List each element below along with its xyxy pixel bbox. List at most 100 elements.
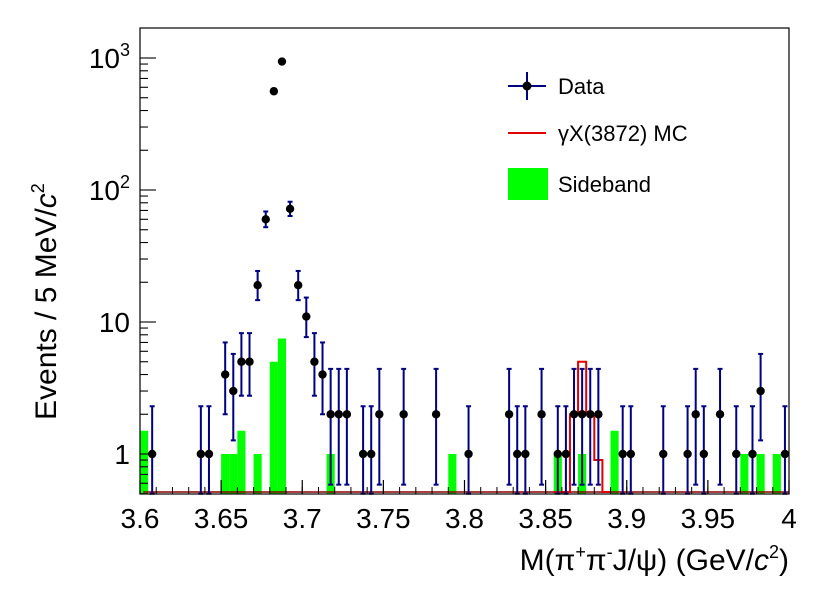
data-point-22 <box>399 410 408 419</box>
y-axis-title: Events / 5 MeV/c2 <box>28 183 63 420</box>
sideband-bar-0 <box>140 430 149 494</box>
y-tick-exp-3: 3 <box>120 40 130 60</box>
data-point-40 <box>699 449 709 459</box>
sideband-bar-1 <box>221 454 230 494</box>
sideband-bar-14 <box>772 454 781 494</box>
data-point-29 <box>553 449 562 459</box>
data-point-17 <box>334 410 343 419</box>
y-tick-base-3: 10 <box>89 43 120 74</box>
legend-label-data: Data <box>558 74 605 99</box>
data-point-27 <box>521 449 530 459</box>
data-point-38 <box>683 449 692 459</box>
data-point-15 <box>318 370 327 379</box>
data-point-12 <box>293 281 303 290</box>
sideband-bar-4 <box>253 454 262 494</box>
x-title-pi2: π <box>586 544 607 577</box>
y-tick-base-2: 10 <box>89 175 120 206</box>
x-title-close: ) <box>779 544 789 577</box>
data-point-41 <box>715 410 725 419</box>
x-tick-label-4: 3.8 <box>445 503 484 534</box>
data-point-14 <box>310 357 319 366</box>
x-tick-label-3: 3.75 <box>356 503 411 534</box>
data-point-3 <box>220 370 230 379</box>
data-point-23 <box>431 410 441 419</box>
data-point-8 <box>261 215 270 224</box>
y-tick-label-0: 1 <box>114 439 130 470</box>
data-point-32 <box>577 410 587 419</box>
data-point-7 <box>253 281 262 290</box>
data-point-16 <box>326 410 335 419</box>
x-tick-label-5: 3.85 <box>518 503 573 534</box>
mc-step-line <box>553 360 611 493</box>
data-point-24 <box>464 449 473 459</box>
legend-sideband-swatch <box>508 168 548 200</box>
x-tick-label-0: 3.6 <box>121 503 160 534</box>
x-title-jpsi: J/ψ) (GeV/ <box>613 544 755 577</box>
data-point-10 <box>277 57 287 66</box>
sideband-bar-5 <box>269 361 278 494</box>
legend-label-mc: γX(3872) MC <box>558 121 688 146</box>
data-point-35 <box>618 449 627 459</box>
data-point-36 <box>626 449 636 459</box>
x-tick-label-2: 3.7 <box>283 503 322 534</box>
data-point-5 <box>237 357 246 366</box>
data-point-31 <box>569 410 579 419</box>
data-point-45 <box>780 449 790 459</box>
data-point-39 <box>691 410 700 419</box>
legend-entry-mc: γX(3872) MC <box>508 121 688 146</box>
legend-data-marker <box>522 81 532 91</box>
data-point-6 <box>245 357 254 366</box>
legend-entry-data: Data <box>508 72 605 100</box>
x-title-m: M( <box>520 544 555 577</box>
x-axis-title: M(π+π-J/ψ) (GeV/c2) <box>520 542 789 577</box>
data-point-11 <box>285 204 295 214</box>
data-points <box>147 57 790 495</box>
sideband-bar-13 <box>756 454 765 494</box>
y-title-main: Events / 5 MeV/ <box>30 208 63 420</box>
x-title-c: c <box>754 544 769 577</box>
data-point-30 <box>561 449 571 459</box>
sideband-bar-11 <box>610 430 619 494</box>
data-point-34 <box>594 410 603 419</box>
x-tick-label-7: 3.95 <box>681 503 736 534</box>
x-tick-label-6: 3.9 <box>607 503 646 534</box>
sideband-bar-2 <box>229 454 238 494</box>
x-tick-label-1: 3.65 <box>194 503 249 534</box>
mc-histogram <box>143 360 789 493</box>
data-point-13 <box>302 312 311 321</box>
legend: Data γX(3872) MC Sideband <box>508 72 688 200</box>
x-tick-label-8: 4 <box>781 503 797 534</box>
data-point-26 <box>513 449 522 459</box>
sideband-bar-12 <box>740 454 749 494</box>
y-title-c: c <box>30 193 63 208</box>
sideband-bar-8 <box>448 454 457 494</box>
data-point-19 <box>358 449 368 459</box>
data-point-25 <box>504 410 514 419</box>
data-point-42 <box>732 449 741 459</box>
data-point-28 <box>537 410 546 419</box>
data-point-4 <box>229 386 238 396</box>
x-axis: 3.6 3.65 3.7 3.75 3.8 3.85 3.9 3.95 4 <box>121 480 797 534</box>
y-tick-exp-2: 2 <box>120 172 130 192</box>
x-title-exp: 2 <box>769 542 779 562</box>
data-point-20 <box>367 449 376 459</box>
data-point-1 <box>196 449 206 459</box>
data-point-44 <box>748 449 757 459</box>
y-tick-label-1: 10 <box>99 307 130 338</box>
data-point-37 <box>659 449 668 459</box>
x-title-pi1: π <box>555 544 576 577</box>
sideband-bar-6 <box>277 338 287 494</box>
x-title-minus: - <box>607 542 613 562</box>
y-tick-label-2: 102 <box>89 172 130 206</box>
data-point-43 <box>756 386 765 396</box>
data-point-21 <box>375 410 384 419</box>
data-point-18 <box>342 410 352 419</box>
legend-entry-sideband: Sideband <box>508 168 651 200</box>
y-tick-label-3: 103 <box>89 40 130 74</box>
y-title-exp: 2 <box>28 183 48 193</box>
data-point-2 <box>204 449 214 459</box>
sideband-bar-3 <box>237 430 246 494</box>
